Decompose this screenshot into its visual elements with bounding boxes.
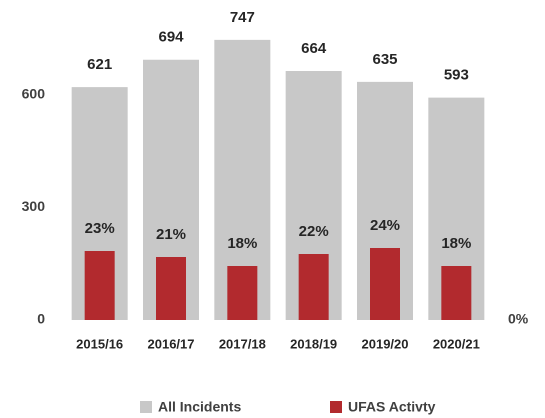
- data-label: 18%: [441, 235, 471, 252]
- x-tick-label: 2016/17: [148, 336, 195, 351]
- data-label: 621: [87, 56, 112, 73]
- y-tick-label: 0: [37, 311, 45, 327]
- x-tick-label: 2017/18: [219, 336, 266, 351]
- bar: [84, 251, 115, 320]
- data-label: 664: [301, 40, 327, 57]
- x-tick-label: 2019/20: [362, 336, 409, 351]
- data-label: 747: [230, 9, 255, 26]
- y-tick-label: 300: [22, 198, 46, 214]
- data-label: 635: [372, 51, 397, 68]
- data-label: 22%: [299, 223, 329, 240]
- legend-swatch: [330, 401, 342, 413]
- data-label: 24%: [370, 217, 400, 234]
- bar: [298, 254, 329, 320]
- legend-label: UFAS Activty: [348, 399, 436, 415]
- x-tick-label: 2018/19: [290, 336, 337, 351]
- data-label: 694: [158, 29, 184, 46]
- data-label: 18%: [227, 235, 257, 252]
- bar: [370, 248, 400, 320]
- x-tick-label: 2020/21: [433, 336, 480, 351]
- legend-label: All Incidents: [158, 399, 241, 415]
- legend-swatch: [140, 401, 152, 413]
- data-label: 23%: [85, 220, 115, 237]
- bar: [227, 266, 258, 320]
- y-tick-label: 600: [22, 86, 46, 102]
- bar: [441, 266, 472, 320]
- x-tick-label: 2015/16: [76, 336, 123, 351]
- bar: [156, 257, 186, 320]
- data-label: 21%: [156, 226, 186, 243]
- y2-tick-label: 0%: [508, 311, 529, 327]
- data-label: 593: [444, 67, 469, 84]
